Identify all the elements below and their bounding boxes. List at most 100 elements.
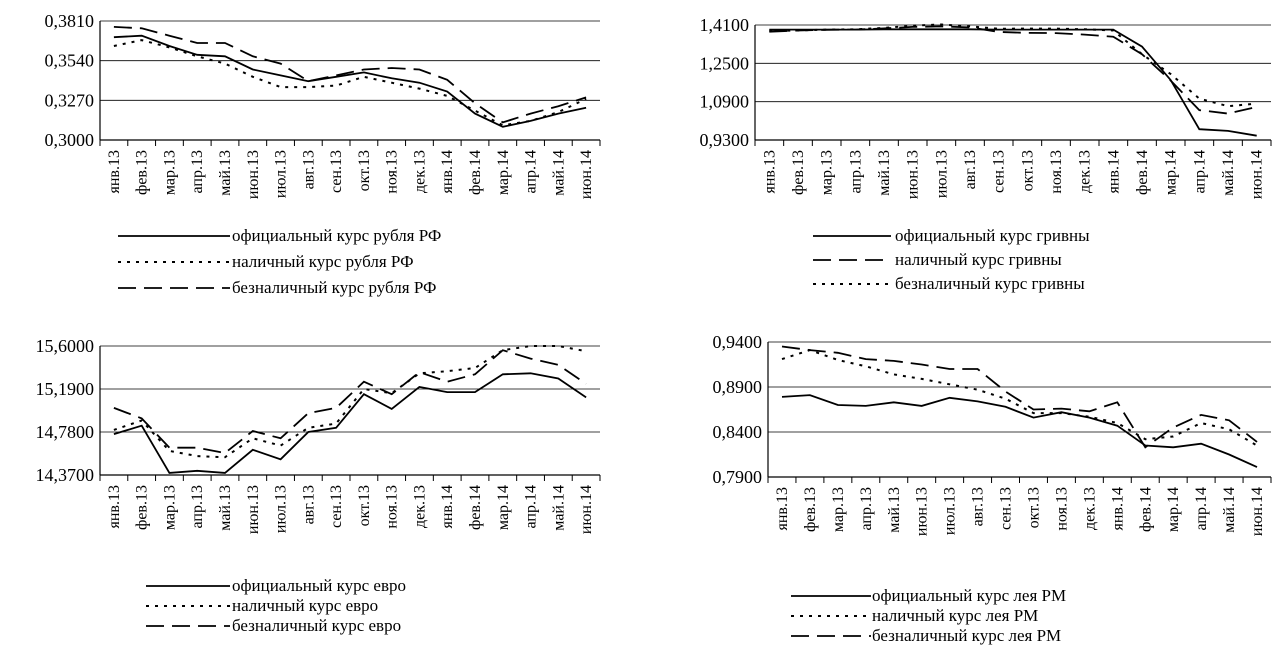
- x-tick-label: май.14: [1220, 150, 1237, 196]
- y-tick-label: 14,7800: [36, 422, 95, 442]
- x-tick-label: июн.14: [578, 150, 595, 199]
- x-tick-label: май.13: [876, 150, 893, 196]
- series-line-dotted: [781, 349, 1258, 447]
- chart-panel-1: 0,3000 0,3270 0,3540 0,3810 янв.13 фев.13 мар.…: [45, 11, 601, 297]
- x-tick-label: фев.14: [467, 485, 484, 530]
- series-line-solid: [113, 372, 587, 474]
- legend-label: наличный курс евро: [232, 596, 378, 615]
- series-line-dashed: [113, 349, 587, 454]
- y-tick-label: 0,3270: [45, 90, 95, 110]
- x-tick-label: мар.13: [161, 485, 178, 530]
- x-tick-label: дек.13: [411, 150, 428, 193]
- chart-panel-2: 0,9300 1,0900 1,2500 1,4100 янв.13 фев.13 мар.…: [700, 15, 1272, 293]
- series-line-dotted: [113, 39, 587, 127]
- y-tick-label: 15,6000: [36, 336, 95, 356]
- x-tick-label: фев.13: [802, 487, 819, 532]
- x-tick-label: дек.13: [1081, 487, 1098, 530]
- y-tick-label: 1,0900: [700, 92, 750, 112]
- x-tick-label: окт.13: [1025, 487, 1042, 528]
- legend-label: безналичный курс евро: [232, 616, 401, 635]
- x-tick-label: фев.13: [134, 485, 151, 530]
- x-tick-label: июн.13: [245, 485, 262, 534]
- y-tick-label: 14,3700: [36, 465, 95, 485]
- x-tick-label: ноя.13: [1048, 150, 1065, 194]
- legend-label: официальный курс рубля РФ: [232, 226, 441, 245]
- x-tick-label: июн.14: [1249, 487, 1266, 536]
- x-tick-label: ноя.13: [1053, 487, 1070, 531]
- x-tick-label: дек.13: [411, 485, 428, 528]
- x-tick-label: фев.14: [1134, 150, 1151, 195]
- x-tick-label: июл.13: [273, 150, 290, 198]
- y-tick-label: 1,2500: [700, 53, 750, 73]
- x-tick-label: окт.13: [356, 485, 373, 526]
- x-tick-label: май.14: [550, 150, 567, 196]
- x-tick-label: фев.13: [790, 150, 807, 195]
- legend-label: наличный курс гривны: [895, 250, 1062, 269]
- series-line-dashed: [781, 345, 1258, 449]
- legend-label: безналичный курс лея РМ: [872, 626, 1061, 645]
- x-tick-label: июн.14: [1249, 150, 1266, 199]
- x-tick-label: май.14: [550, 485, 567, 531]
- x-tick-label: янв.14: [439, 485, 456, 528]
- x-tick-label: май.13: [217, 150, 234, 196]
- x-tick-label: мар.14: [1163, 150, 1180, 195]
- x-tick-label: май.14: [1221, 487, 1238, 533]
- x-tick-label: фев.13: [134, 150, 151, 195]
- x-tick-label: сен.13: [328, 485, 345, 528]
- x-tick-label: мар.14: [1165, 487, 1182, 532]
- y-tick-label: 0,9300: [700, 130, 750, 150]
- series-line-solid: [781, 394, 1258, 468]
- x-tick-label: июн.13: [905, 150, 922, 199]
- x-tick-label: ноя.13: [384, 485, 401, 529]
- x-tick-label: янв.14: [1105, 150, 1122, 193]
- series-line-dotted: [769, 23, 1257, 108]
- series-line-dashed: [113, 26, 587, 124]
- y-tick-label: 0,3540: [45, 51, 95, 71]
- legend-label: безналичный курс рубля РФ: [232, 278, 436, 297]
- legend-label: наличный курс рубля РФ: [232, 252, 414, 271]
- x-tick-label: апр.13: [189, 150, 206, 193]
- y-tick-label: 0,9400: [713, 332, 763, 352]
- x-tick-label: апр.14: [1191, 150, 1208, 193]
- legend: официальный курс гривны наличный курс гри…: [813, 226, 1090, 293]
- x-tick-label: июл.13: [273, 485, 290, 533]
- x-tick-label: сен.13: [998, 487, 1015, 530]
- y-tick-label: 1,4100: [700, 15, 750, 35]
- x-tick-label: фев.14: [467, 150, 484, 195]
- x-tick-label: дек.13: [1077, 150, 1094, 193]
- x-tick-label: сен.13: [991, 150, 1008, 193]
- y-tick-label: 0,8400: [713, 422, 763, 442]
- x-tick-label: май.13: [886, 487, 903, 533]
- x-tick-label: мар.13: [830, 487, 847, 532]
- x-tick-label: янв.14: [1109, 487, 1126, 530]
- x-tick-label: окт.13: [1019, 150, 1036, 191]
- series-line-solid: [769, 28, 1257, 137]
- x-tick-label: сен.13: [328, 150, 345, 193]
- chart-panel-4: 0,7900 0,8400 0,8900 0,9400 янв.13 фев.13 мар.…: [713, 332, 1272, 645]
- series-line-solid: [113, 34, 587, 128]
- x-tick-label: апр.14: [523, 485, 540, 528]
- x-tick-label: июн.13: [914, 487, 931, 536]
- x-tick-label: янв.14: [439, 150, 456, 193]
- legend-label: наличный курс лея РМ: [872, 606, 1038, 625]
- x-tick-label: янв.13: [774, 487, 791, 530]
- x-tick-label: мар.14: [495, 485, 512, 530]
- y-tick-label: 0,3000: [45, 130, 95, 150]
- x-tick-label: авг.13: [300, 150, 317, 189]
- x-tick-label: апр.13: [858, 487, 875, 530]
- x-tick-label: янв.13: [761, 150, 778, 193]
- x-tick-label: апр.13: [189, 485, 206, 528]
- y-tick-label: 0,7900: [713, 467, 763, 487]
- legend-label: официальный курс евро: [232, 576, 406, 595]
- y-tick-label: 0,8900: [713, 377, 763, 397]
- x-tick-label: июл.13: [933, 150, 950, 198]
- x-tick-label: апр.13: [847, 150, 864, 193]
- chart-panel-3: 14,3700 14,7800 15,1900 15,6000 янв.13 фев.13…: [36, 336, 601, 635]
- x-tick-label: июн.14: [578, 485, 595, 534]
- x-tick-label: фев.14: [1137, 487, 1154, 532]
- x-tick-label: июн.13: [245, 150, 262, 199]
- legend-label: безналичный курс гривны: [895, 274, 1085, 293]
